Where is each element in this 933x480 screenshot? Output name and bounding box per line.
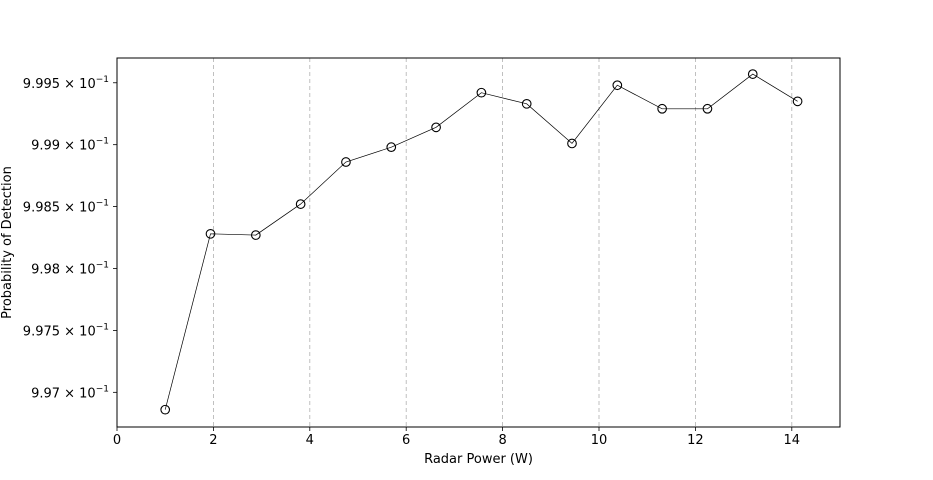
data-point: [341, 157, 351, 167]
data-point: [160, 404, 171, 415]
x-tick-label: 12: [687, 433, 704, 448]
data-point: [747, 69, 758, 79]
y-axis-ticks: 9.97 × 10−1 9.975 × 10−1 9.98 × 10−1 9.985 …: [23, 75, 117, 401]
data-point: [567, 138, 577, 149]
y-tick-label: 9.995 × 10−1: [23, 75, 109, 92]
x-tick-label: 6: [402, 433, 410, 448]
series-layer: [160, 69, 803, 415]
grid-lines: [212, 58, 793, 427]
series-line: [164, 73, 798, 410]
data-point: [521, 98, 532, 109]
data-point: [612, 80, 623, 91]
y-tick-label: 9.99 × 10−1: [31, 137, 109, 154]
data-point: [295, 199, 306, 209]
data-point: [792, 96, 803, 107]
data-point: [476, 87, 487, 98]
y-tick-label: 9.985 × 10−1: [23, 199, 109, 216]
x-tick-label: 8: [498, 433, 506, 448]
y-tick-label: 9.975 × 10−1: [23, 322, 109, 339]
data-point: [386, 142, 397, 153]
data-point: [205, 228, 216, 239]
x-tick-label: 4: [306, 433, 314, 448]
x-tick-label: 10: [591, 433, 608, 448]
x-tick-label: 2: [209, 433, 217, 448]
data-point: [702, 103, 713, 114]
x-axis-ticks: 0 2 4 6 8 10 12 14: [113, 427, 800, 448]
data-point: [657, 103, 667, 114]
y-axis-label: Probability of Detection: [0, 166, 15, 319]
x-tick-label: 0: [113, 433, 121, 448]
y-tick-label: 9.97 × 10−1: [31, 384, 109, 401]
x-tick-label: 14: [784, 433, 801, 448]
data-point: [250, 230, 261, 240]
y-tick-label: 9.98 × 10−1: [31, 261, 109, 278]
data-point: [431, 122, 441, 133]
x-axis-label: Radar Power (W): [424, 452, 533, 467]
plot-area-frame: [116, 57, 841, 428]
